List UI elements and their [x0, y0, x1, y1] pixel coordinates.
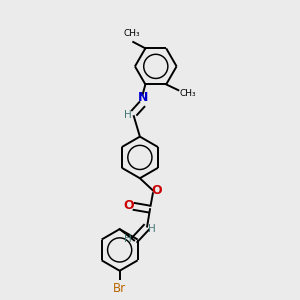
Text: CH₃: CH₃	[180, 88, 196, 98]
Text: H: H	[148, 224, 156, 234]
Text: CH₃: CH₃	[124, 29, 140, 38]
Text: N: N	[138, 92, 148, 104]
Text: Br: Br	[113, 282, 126, 295]
Text: O: O	[124, 199, 134, 212]
Text: H: H	[124, 234, 132, 244]
Text: H: H	[124, 110, 131, 120]
Text: O: O	[151, 184, 162, 197]
